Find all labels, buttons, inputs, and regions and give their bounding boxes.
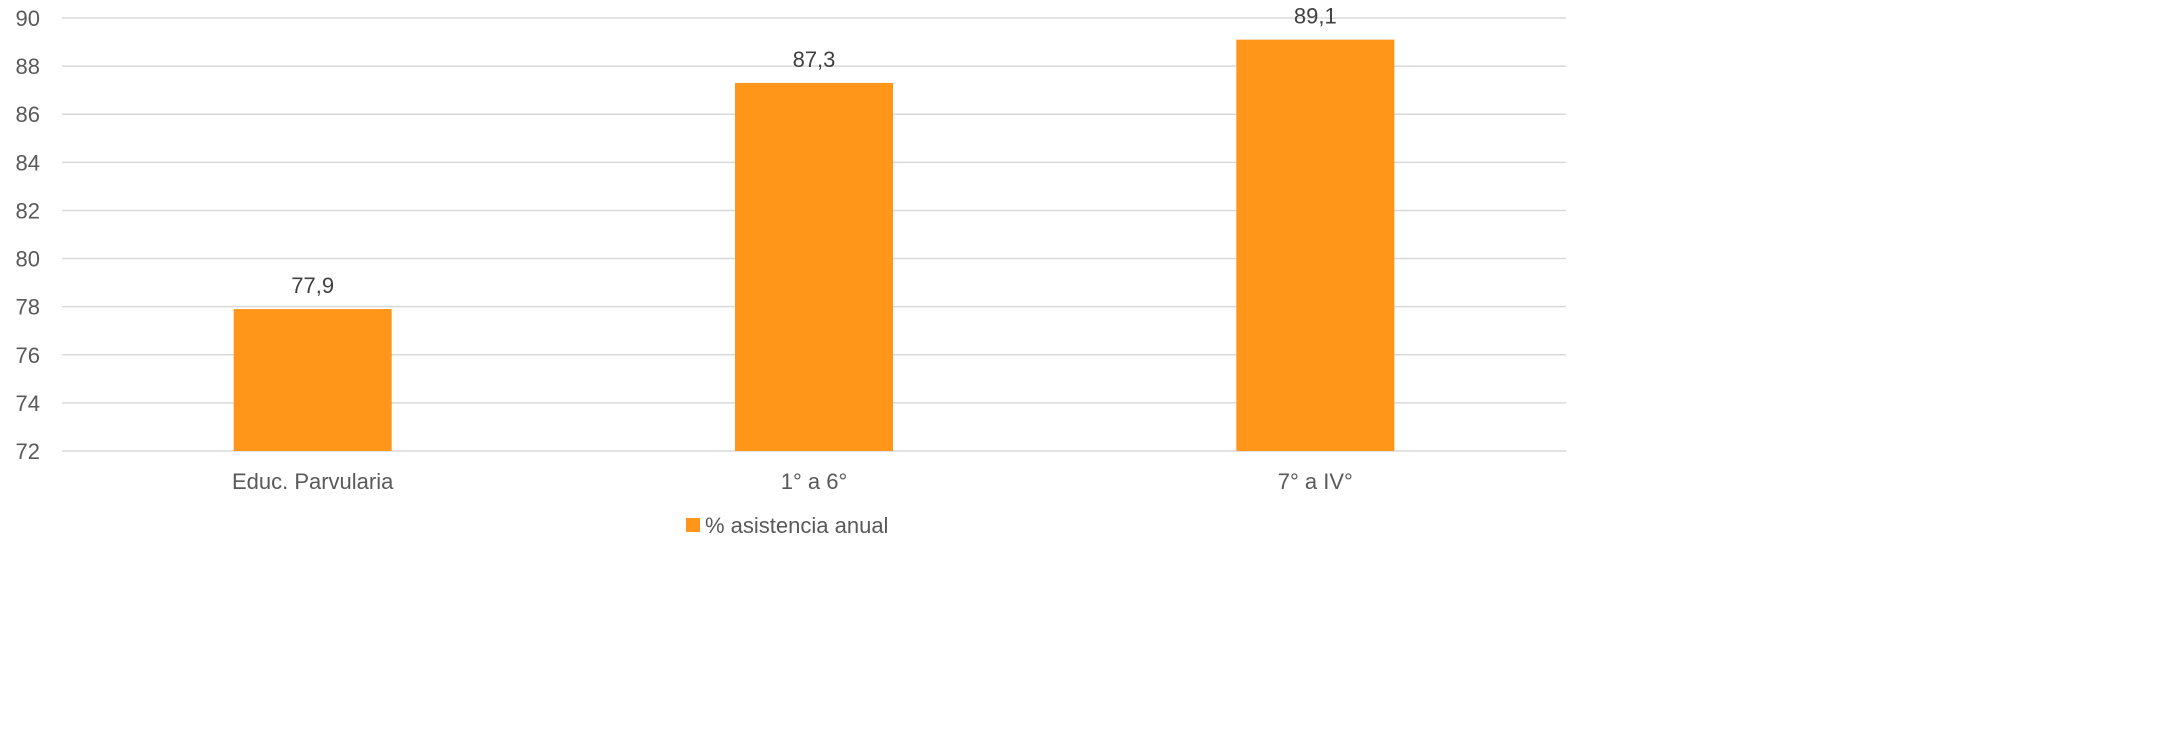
y-tick-label: 84 bbox=[16, 150, 40, 175]
bars bbox=[233, 39, 1395, 452]
y-tick-label: 86 bbox=[16, 102, 40, 127]
legend-label: % asistencia anual bbox=[705, 513, 888, 538]
y-tick-label: 90 bbox=[16, 6, 40, 31]
y-tick-label: 72 bbox=[16, 439, 40, 464]
x-category-label: 7° a IV° bbox=[1278, 469, 1353, 494]
data-label: 77,9 bbox=[291, 273, 334, 298]
y-axis-ticks: 72 74 76 78 80 82 84 86 88 90 bbox=[16, 6, 40, 464]
y-tick-label: 74 bbox=[16, 391, 40, 416]
bar bbox=[233, 309, 392, 451]
bar-chart: 72 74 76 78 80 82 84 86 88 90 77,9 87,3 89,1 Educ. … bbox=[16, 4, 1566, 538]
y-tick-label: 76 bbox=[16, 343, 40, 368]
y-tick-label: 78 bbox=[16, 295, 40, 320]
y-tick-label: 80 bbox=[16, 247, 40, 272]
y-tick-label: 82 bbox=[16, 198, 40, 223]
data-label: 87,3 bbox=[793, 47, 836, 72]
x-axis-categories: Educ. Parvularia 1° a 6° 7° a IV° bbox=[232, 469, 1353, 494]
x-category-label: Educ. Parvularia bbox=[232, 469, 394, 494]
data-label: 89,1 bbox=[1294, 4, 1337, 29]
x-category-label: 1° a 6° bbox=[781, 469, 848, 494]
bar bbox=[1236, 39, 1395, 452]
y-tick-label: 88 bbox=[16, 54, 40, 79]
legend-swatch bbox=[686, 518, 700, 532]
bar bbox=[735, 82, 893, 451]
legend: % asistencia anual bbox=[686, 513, 888, 538]
data-labels: 77,9 87,3 89,1 bbox=[291, 4, 1336, 298]
